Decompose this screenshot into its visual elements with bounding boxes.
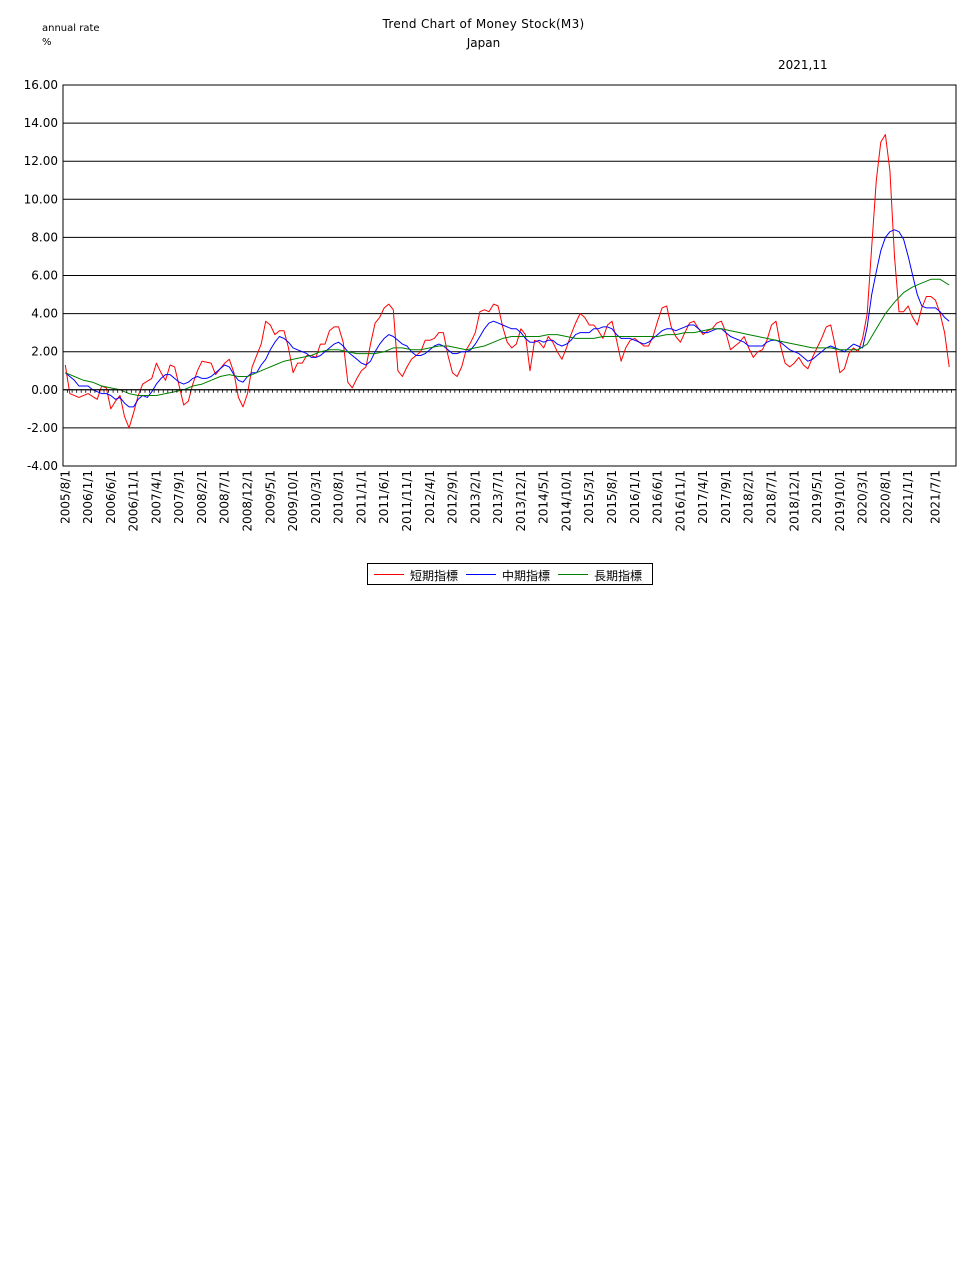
- y-tick-label: -4.00: [27, 459, 58, 473]
- x-tick-label: 2014/10/1: [559, 470, 573, 532]
- legend: 短期指標 中期指標 長期指標: [367, 563, 653, 585]
- x-tick-label: 2016/6/1: [651, 470, 665, 524]
- x-tick-label: 2012/9/1: [446, 470, 460, 524]
- x-tick-label: 2008/7/1: [218, 470, 232, 524]
- x-tick-label: 2018/7/1: [764, 470, 778, 524]
- x-tick-label: 2006/11/1: [127, 470, 141, 532]
- legend-swatch-medium: [466, 574, 496, 575]
- legend-label-short: 短期指標: [410, 569, 459, 583]
- data-date-label: 2021,11: [778, 58, 828, 72]
- x-tick-label: 2013/2/1: [468, 470, 482, 524]
- x-tick-label: 2010/3/1: [309, 470, 323, 524]
- x-tick-label: 2013/7/1: [491, 470, 505, 524]
- x-tick-label: 2006/6/1: [104, 470, 118, 524]
- x-tick-label: 2014/5/1: [537, 470, 551, 524]
- x-tick-label: 2007/9/1: [172, 470, 186, 524]
- y-tick-label: 14.00: [24, 116, 58, 130]
- series-line-short: [64, 134, 950, 429]
- x-tick-label: 2010/8/1: [332, 470, 346, 524]
- plot-border: [62, 84, 957, 467]
- y-unit-label: annual rate: [42, 23, 100, 34]
- x-tick-label: 2011/6/1: [377, 470, 391, 524]
- legend-label-medium: 中期指標: [502, 569, 551, 583]
- x-tick-label: 2008/2/1: [195, 470, 209, 524]
- x-tick-label: 2021/7/1: [928, 470, 942, 524]
- y-tick-label: 16.00: [24, 78, 58, 92]
- x-tick-label: 2013/12/1: [514, 470, 528, 532]
- x-tick-label: 2017/9/1: [719, 470, 733, 524]
- x-tick-label: 2005/8/1: [58, 470, 72, 524]
- x-tick-label: 2008/12/1: [241, 470, 255, 532]
- x-tick-label: 2007/4/1: [149, 470, 163, 524]
- y-tick-label: 4.00: [31, 307, 58, 321]
- x-tick-label: 2011/1/1: [354, 470, 368, 524]
- series-group: [64, 134, 950, 429]
- y-tick-label: 12.00: [24, 154, 58, 168]
- series-line-medium: [64, 229, 950, 408]
- chart-title: Trend Chart of Money Stock(M3): [382, 17, 585, 31]
- x-tick-label: 2019/5/1: [810, 470, 824, 524]
- x-tick-label: 2016/11/1: [673, 470, 687, 532]
- x-tick-label: 2011/11/1: [400, 470, 414, 532]
- x-tick-label: 2015/3/1: [582, 470, 596, 524]
- legend-label-long: 長期指標: [594, 569, 643, 583]
- line-chart: 16.00 14.00 12.00 10.00 8.00 6.00 4.00 2.00 0.00…: [24, 78, 957, 532]
- x-tick-label: 2019/10/1: [833, 470, 847, 532]
- legend-swatch-long: [558, 574, 588, 575]
- y-tick-label: 8.00: [31, 230, 58, 244]
- x-tick-label: 2020/3/1: [856, 470, 870, 524]
- x-tick-label: 2012/4/1: [423, 470, 437, 524]
- x-tick-label: 2021/1/1: [901, 470, 915, 524]
- x-tick-label: 2009/5/1: [263, 470, 277, 524]
- axes: 16.00 14.00 12.00 10.00 8.00 6.00 4.00 2.00 0.00…: [24, 78, 957, 532]
- x-tick-label: 2009/10/1: [286, 470, 300, 532]
- y-tick-label: 10.00: [24, 192, 58, 206]
- x-tick-label: 2006/1/1: [81, 470, 95, 524]
- grid: [62, 84, 957, 467]
- x-tick-label: 2018/12/1: [787, 470, 801, 532]
- x-tick-label: 2020/8/1: [878, 470, 892, 524]
- x-tick-label: 2017/4/1: [696, 470, 710, 524]
- y-tick-label: 2.00: [31, 345, 58, 359]
- y-tick-label: -2.00: [27, 421, 58, 435]
- legend-swatch-short: [374, 574, 404, 575]
- x-tick-label: 2015/8/1: [605, 470, 619, 524]
- y-tick-label: 6.00: [31, 269, 58, 283]
- x-tick-label: 2018/2/1: [742, 470, 756, 524]
- y-tick-label: 0.00: [31, 383, 58, 397]
- x-tick-label: 2016/1/1: [628, 470, 642, 524]
- chart-subtitle: Japan: [466, 36, 501, 50]
- series-line-long: [65, 278, 950, 396]
- y-unit-percent: %: [42, 37, 52, 48]
